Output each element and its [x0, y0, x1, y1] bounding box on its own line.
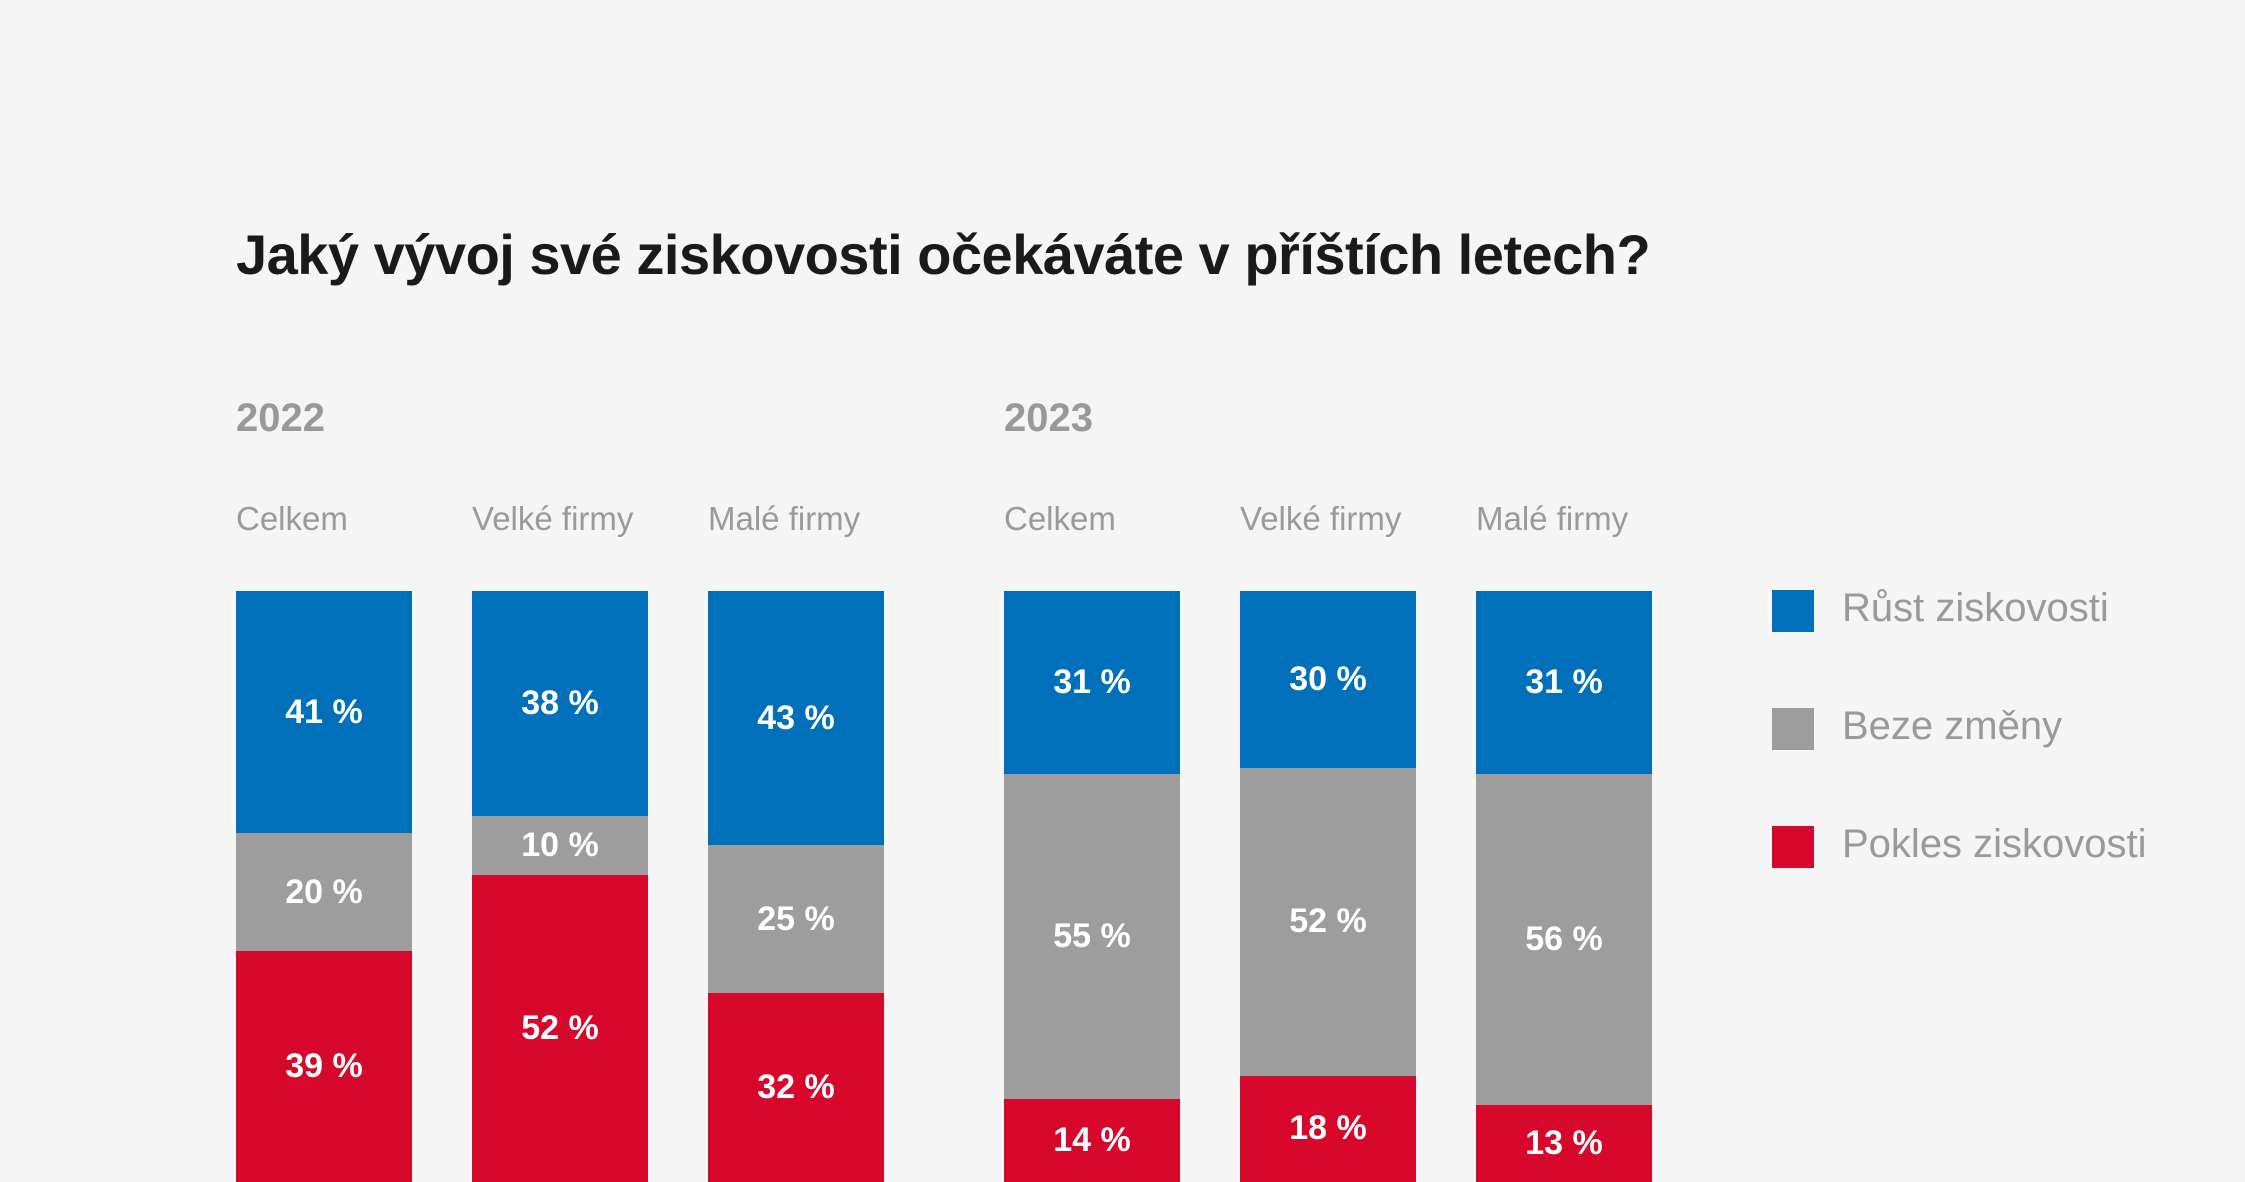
category-label: Velké firmy [1240, 500, 1402, 537]
group-year-2023: 2023 [1004, 396, 1093, 440]
legend-label-decline: Pokles ziskovosti [1842, 822, 2147, 866]
stacked-bar: 41 % 20 % 39 % [236, 591, 412, 1182]
bar-segment-decline: 52 % [472, 874, 648, 1182]
bar-segment-growth: 41 % [236, 591, 412, 834]
data-label: 43 % [757, 698, 835, 737]
data-label: 41 % [285, 692, 363, 731]
category-label: Malé firmy [1476, 500, 1629, 537]
data-label: 56 % [1525, 920, 1603, 959]
legend-swatch-growth [1772, 590, 1814, 632]
legend-label-nochange: Beze změny [1842, 704, 2063, 748]
data-label: 13 % [1525, 1124, 1603, 1163]
bar-segment-decline: 14 % [1004, 1099, 1180, 1182]
bar-segment-growth: 31 % [1004, 591, 1180, 775]
stacked-bar: 31 % 56 % 13 % [1476, 591, 1652, 1182]
bar-segment-decline: 39 % [236, 951, 412, 1182]
stacked-bar: 43 % 25 % 32 % [708, 591, 884, 1182]
bar-segment-nochange: 25 % [708, 845, 884, 993]
category-label: Malé firmy [708, 500, 861, 537]
data-label: 25 % [757, 899, 835, 938]
stacked-bar: 30 % 52 % 18 % [1240, 591, 1416, 1182]
chart-title: Jaký vývoj své ziskovosti očekáváte v př… [236, 223, 1651, 286]
bar-segment-decline: 32 % [708, 992, 884, 1182]
data-label: 31 % [1525, 663, 1603, 702]
bar-segment-growth: 38 % [472, 591, 648, 816]
stacked-bar: 38 % 10 % 52 % [472, 591, 648, 1182]
data-label: 38 % [521, 683, 599, 722]
data-label: 20 % [285, 872, 363, 911]
data-label: 52 % [521, 1008, 599, 1047]
stacked-bar: 31 % 55 % 14 % [1004, 591, 1180, 1182]
legend-swatch-nochange [1772, 708, 1814, 750]
data-label: 52 % [1289, 902, 1367, 941]
data-label: 10 % [521, 825, 599, 864]
bar-segment-decline: 13 % [1476, 1105, 1652, 1182]
bar-segment-growth: 31 % [1476, 591, 1652, 775]
data-label: 55 % [1053, 917, 1131, 956]
data-label: 18 % [1289, 1109, 1367, 1148]
legend-swatch-decline [1772, 826, 1814, 868]
data-label: 32 % [757, 1067, 835, 1106]
category-label: Velké firmy [472, 500, 634, 537]
bar-segment-nochange: 56 % [1476, 774, 1652, 1106]
bar-segment-growth: 43 % [708, 591, 884, 846]
bar-segment-nochange: 55 % [1004, 774, 1180, 1100]
bar-segment-nochange: 10 % [472, 815, 648, 875]
bar-segment-nochange: 52 % [1240, 768, 1416, 1076]
data-label: 39 % [285, 1047, 363, 1086]
data-label: 14 % [1053, 1121, 1131, 1160]
category-label: Celkem [236, 500, 348, 537]
bar-segment-nochange: 20 % [236, 833, 412, 952]
group-year-2022: 2022 [236, 396, 325, 440]
legend-label-growth: Růst ziskovosti [1842, 586, 2109, 630]
bar-segment-decline: 18 % [1240, 1075, 1416, 1182]
category-label: Celkem [1004, 500, 1116, 537]
bar-segment-growth: 30 % [1240, 591, 1416, 769]
data-label: 31 % [1053, 663, 1131, 702]
data-label: 30 % [1289, 660, 1367, 699]
